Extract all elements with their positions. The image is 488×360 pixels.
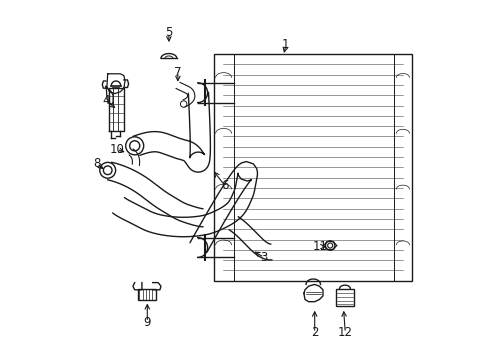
Text: 9: 9	[143, 316, 151, 329]
Text: 7: 7	[174, 66, 181, 78]
Text: 5: 5	[165, 26, 172, 39]
Bar	[336, 289, 353, 306]
Text: 2: 2	[310, 327, 318, 339]
Text: 3: 3	[260, 251, 267, 264]
Text: 8: 8	[93, 157, 101, 170]
Text: 1: 1	[282, 39, 289, 51]
Text: 10: 10	[109, 143, 124, 156]
Bar	[138, 289, 156, 300]
Text: 6: 6	[221, 179, 228, 192]
Bar	[213, 54, 411, 281]
Text: 4: 4	[102, 94, 109, 107]
Text: 12: 12	[337, 327, 352, 339]
Text: 11: 11	[312, 240, 327, 253]
